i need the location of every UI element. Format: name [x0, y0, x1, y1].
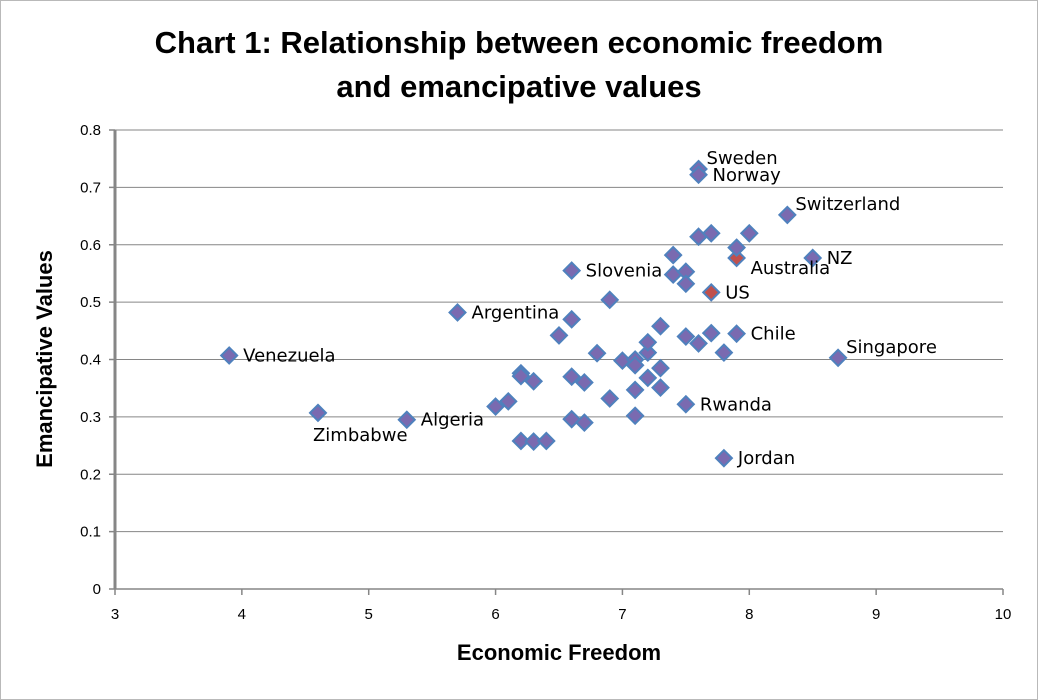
data-point: [701, 223, 721, 243]
data-point: [524, 371, 544, 391]
chart-title-line-2: and emancipative values: [336, 69, 701, 104]
data-point: [625, 406, 645, 426]
data-point: [638, 368, 658, 388]
point-label-switzerland: Switzerland: [795, 194, 900, 215]
data-point: [638, 343, 658, 363]
y-tick-label: 0.1: [80, 524, 101, 541]
x-axis-title: Economic Freedom: [457, 640, 661, 665]
point-label-us: US: [725, 282, 750, 303]
y-tick-label: 0: [93, 581, 101, 598]
axes: [109, 129, 1004, 595]
x-tick-label: 10: [995, 606, 1012, 623]
y-tick-label: 0.6: [80, 237, 101, 254]
gridlines: [115, 129, 1003, 533]
point-label-australia: Australia: [751, 258, 831, 279]
data-point: [498, 391, 518, 411]
data-point: [511, 431, 531, 451]
data-point-singapore: [828, 348, 848, 368]
data-point-algeria: [397, 410, 417, 430]
y-tick-label: 0.8: [80, 122, 101, 139]
data-point: [739, 223, 759, 243]
point-label-chile: Chile: [751, 324, 796, 345]
data-point: [574, 373, 594, 392]
point-label-algeria: Algeria: [421, 410, 484, 431]
data-point-argentina: [448, 303, 467, 322]
point-label-argentina: Argentina: [472, 302, 560, 323]
data-point: [689, 334, 708, 353]
data-point: [600, 290, 620, 310]
data-point: [625, 380, 645, 400]
data-point: [676, 327, 696, 346]
point-label-jordan: Jordan: [737, 448, 795, 469]
data-point: [651, 358, 670, 378]
data-point: [524, 432, 544, 451]
data-point-switzerland: [777, 205, 797, 225]
data-point-zimbabwe: [308, 403, 328, 423]
data-point-slovenia: [562, 261, 582, 280]
data-point-jordan: [714, 448, 734, 468]
data-point: [536, 431, 556, 451]
y-axis-title: Emancipative Values: [32, 250, 57, 468]
chart-title: Chart 1: Relationship between economic f…: [155, 25, 884, 104]
data-point-australia: [727, 248, 747, 268]
x-tick-label: 3: [111, 606, 119, 623]
data-point: [486, 397, 505, 416]
data-point: [625, 355, 645, 375]
chart-title-line-1: Chart 1: Relationship between economic f…: [155, 25, 884, 60]
data-points: [219, 159, 848, 468]
y-tick-label: 0.5: [80, 294, 101, 311]
data-point: [562, 309, 582, 329]
tick-labels: 0 0.1 0.2 0.3 0.4 0.5 0.6 0.7 0.8 3 4 5 6 7 8 9 10: [80, 122, 1011, 623]
y-tick-label: 0.4: [80, 352, 101, 369]
data-point: [651, 378, 670, 398]
data-point: [676, 274, 696, 294]
x-tick-label: 7: [618, 606, 626, 623]
point-label-sweden: Sweden: [707, 148, 778, 169]
data-point: [562, 367, 582, 387]
y-tick-label: 0.3: [80, 409, 101, 426]
x-tick-label: 6: [491, 606, 499, 623]
data-point: [587, 343, 607, 363]
point-label-venezuela: Venezuela: [243, 345, 335, 366]
point-labels: Venezuela Zimbabwe Algeria Argentina Sloveni…: [243, 148, 937, 469]
point-label-slovenia: Slovenia: [586, 261, 663, 282]
data-point: [600, 389, 620, 408]
x-tick-label: 9: [872, 606, 880, 623]
data-point-chile: [727, 324, 747, 344]
point-label-zimbabwe: Zimbabwe: [313, 425, 408, 446]
data-point: [511, 366, 531, 386]
data-point: [714, 343, 734, 363]
point-label-rwanda: Rwanda: [700, 394, 772, 415]
x-tick-label: 4: [238, 606, 246, 623]
data-point: [651, 316, 670, 336]
point-label-nz: NZ: [827, 248, 853, 269]
data-point-rwanda: [676, 394, 696, 414]
data-point-nz: [803, 248, 823, 268]
y-tick-label: 0.2: [80, 466, 101, 483]
point-label-norway: Norway: [713, 165, 782, 186]
x-tick-label: 8: [745, 606, 753, 623]
data-point: [638, 332, 658, 352]
data-point: [727, 238, 747, 258]
data-point: [663, 245, 683, 265]
point-label-singapore: Singapore: [846, 337, 937, 358]
data-point: [574, 413, 594, 433]
data-point: [701, 323, 721, 343]
data-point-us: [701, 282, 721, 302]
data-point: [663, 265, 683, 284]
y-tick-label: 0.7: [80, 179, 101, 196]
data-point-venezuela: [219, 346, 239, 365]
data-point: [549, 325, 569, 345]
data-point-norway: [689, 165, 708, 185]
x-tick-label: 5: [365, 606, 373, 623]
